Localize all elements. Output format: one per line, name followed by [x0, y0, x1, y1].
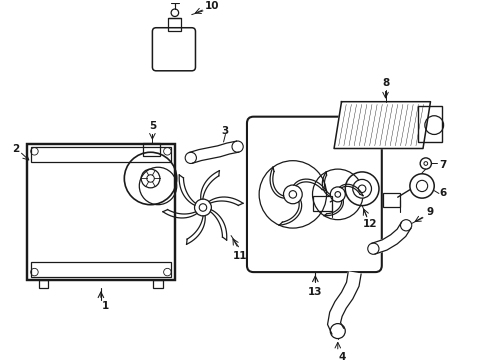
Text: 4: 4 [339, 352, 346, 360]
Text: 9: 9 [427, 207, 434, 217]
Bar [314, 196, 332, 211]
Polygon shape [371, 222, 411, 254]
Text: 5: 5 [149, 121, 156, 131]
Circle shape [195, 199, 211, 216]
Bar [31, 147, 171, 162]
Bar [39, 280, 49, 288]
Bar [169, 18, 181, 31]
Bar [143, 143, 160, 156]
Text: 12: 12 [363, 219, 377, 229]
Text: 10: 10 [205, 1, 220, 11]
Bar [27, 144, 175, 280]
Text: 11: 11 [233, 251, 247, 261]
Bar [383, 193, 399, 207]
Circle shape [353, 179, 371, 198]
Text: 3: 3 [222, 126, 229, 136]
Text: 7: 7 [439, 160, 446, 170]
Text: 8: 8 [382, 78, 389, 88]
Text: 13: 13 [308, 287, 322, 297]
Circle shape [330, 187, 345, 202]
Bar [31, 262, 171, 277]
Text: 6: 6 [439, 188, 446, 198]
Polygon shape [189, 141, 239, 163]
Circle shape [284, 185, 302, 204]
FancyBboxPatch shape [152, 28, 196, 71]
Polygon shape [327, 272, 361, 334]
Bar [418, 106, 441, 142]
Text: 2: 2 [12, 144, 19, 153]
Bar [27, 144, 175, 280]
Bar [153, 280, 163, 288]
FancyBboxPatch shape [247, 117, 382, 272]
Polygon shape [334, 102, 431, 149]
Text: 1: 1 [102, 301, 109, 311]
